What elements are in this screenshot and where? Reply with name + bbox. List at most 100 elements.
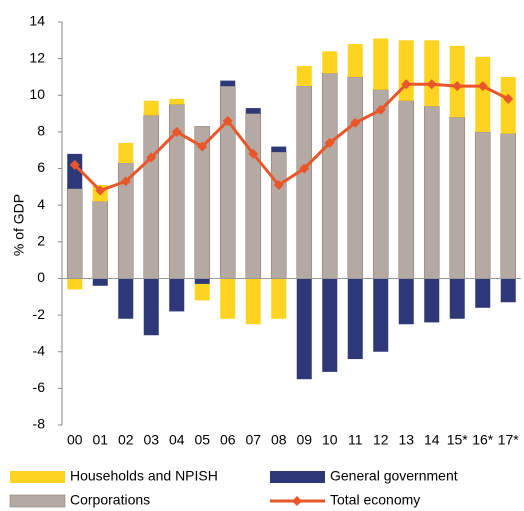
bar (500, 133, 517, 279)
legend-label: Corporations (70, 492, 150, 508)
bar (143, 278, 159, 336)
x-tick-label: 16* (472, 432, 494, 448)
bar (296, 278, 312, 380)
y-axis-label: % of GDP (11, 194, 27, 256)
bar (270, 151, 287, 279)
bar (475, 56, 491, 132)
line-marker (222, 115, 233, 126)
bar (67, 278, 83, 290)
y-tick-label: -2 (33, 306, 46, 322)
line-marker (171, 126, 182, 137)
line (73, 82, 509, 193)
y-tick-label: 12 (29, 49, 45, 65)
bar (245, 113, 262, 279)
bar (500, 76, 516, 134)
x-tick-label: 08 (271, 432, 287, 448)
y-tick-label: 14 (29, 13, 45, 29)
bar (245, 278, 261, 325)
bar (169, 98, 185, 105)
bar (296, 65, 312, 87)
bar (66, 188, 83, 279)
bar (194, 278, 210, 284)
line-marker (120, 176, 131, 187)
y-tick-label: -6 (33, 379, 46, 395)
bar (500, 278, 516, 303)
legend-swatch (10, 471, 65, 483)
y-tick-label: -4 (33, 342, 46, 358)
bar (373, 278, 389, 352)
bar (220, 80, 236, 87)
bar (398, 100, 415, 279)
bar (449, 116, 466, 279)
bar (347, 278, 363, 360)
x-tick-label: 00 (67, 432, 83, 448)
line-marker (69, 159, 80, 170)
y-tick-label: 8 (37, 123, 45, 139)
bar (194, 283, 210, 301)
y-tick-label: 2 (37, 233, 45, 249)
legend-label: Households and NPISH (70, 468, 218, 484)
legend-label: Total economy (330, 492, 420, 508)
x-tick-label: 07 (245, 432, 261, 448)
bar (271, 278, 287, 319)
legend-marker (292, 496, 302, 506)
bar (118, 278, 134, 319)
bar (475, 278, 491, 308)
y-tick-label: 6 (37, 159, 45, 175)
line-marker (375, 104, 386, 115)
bar (373, 38, 389, 90)
bar (271, 146, 287, 153)
line-marker (273, 180, 284, 191)
x-tick-label: 11 (348, 432, 363, 448)
x-tick-label: 17* (498, 432, 520, 448)
bar (322, 278, 338, 372)
bar (67, 153, 83, 189)
line-marker (426, 79, 437, 90)
x-tick-label: 03 (143, 432, 159, 448)
x-tick-label: 01 (92, 432, 108, 448)
bar (424, 40, 440, 107)
x-tick-label: 09 (296, 432, 312, 448)
bar (296, 85, 313, 279)
bar (92, 278, 108, 286)
line-marker (299, 163, 310, 174)
x-tick-label: 02 (118, 432, 134, 448)
bar (118, 142, 134, 164)
x-tick-label: 15* (447, 432, 469, 448)
y-tick-label: 0 (37, 269, 45, 285)
line-marker (503, 93, 514, 104)
bar (143, 100, 159, 116)
bar (322, 51, 338, 74)
line-marker (350, 117, 361, 128)
line-marker (477, 81, 488, 92)
bar (245, 108, 261, 114)
bar (474, 131, 491, 279)
line-marker (197, 141, 208, 152)
bar (423, 105, 440, 279)
bar (220, 278, 236, 319)
legend-label: General government (330, 468, 458, 484)
bar (347, 76, 364, 279)
y-tick-label: 4 (37, 196, 45, 212)
x-tick-label: 10 (322, 432, 338, 448)
bar (92, 201, 109, 279)
x-tick-label: 14 (424, 432, 440, 448)
bar (398, 40, 414, 101)
bar (372, 89, 389, 279)
x-tick-label: 13 (398, 432, 414, 448)
x-tick-label: 05 (194, 432, 210, 448)
legend-swatch (270, 471, 325, 483)
bar (219, 85, 236, 279)
line-marker (401, 79, 412, 90)
bar (398, 278, 414, 325)
y-tick-label: 10 (29, 86, 45, 102)
legend-swatch (9, 494, 66, 508)
x-tick-label: 06 (220, 432, 236, 448)
x-tick-label: 12 (373, 432, 389, 448)
bar (424, 278, 440, 323)
bar (143, 115, 160, 279)
line-marker (248, 148, 259, 159)
line-marker (146, 152, 157, 163)
line-marker (324, 137, 335, 148)
